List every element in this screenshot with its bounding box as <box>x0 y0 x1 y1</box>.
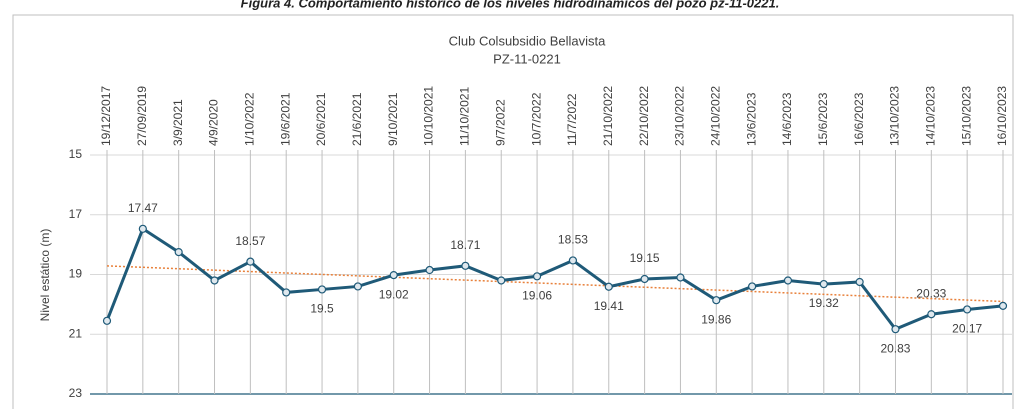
data-point <box>998 301 1008 310</box>
x-tick-label: 24/10/2022 <box>708 86 722 146</box>
data-point <box>927 310 936 319</box>
data-point <box>819 279 828 289</box>
data-point <box>676 273 685 282</box>
data-point <box>282 288 291 297</box>
y-tick-label: 21 <box>69 326 83 340</box>
y-tick-label: 15 <box>69 147 83 161</box>
data-line <box>105 226 1004 332</box>
x-tick-label: 14/10/2023 <box>923 86 937 146</box>
data-label: 19.5 <box>310 302 334 316</box>
x-tick-label: 19/12/2017 <box>99 86 113 146</box>
data-point <box>604 282 613 291</box>
figure-caption: Figura 4. Comportamiento histórico de lo… <box>241 0 780 10</box>
x-tick-label: 15/10/2023 <box>959 86 973 146</box>
y-tick-label: 17 <box>69 207 83 221</box>
data-point <box>532 272 542 281</box>
data-point <box>461 261 470 270</box>
data-point <box>963 305 972 314</box>
x-tick-label: 4/9/2020 <box>207 99 221 146</box>
x-tick-label: 10/7/2022 <box>529 92 543 146</box>
x-tick-label: 27/09/2019 <box>135 86 149 146</box>
data-label: 19.06 <box>522 288 552 302</box>
data-label: 19.32 <box>809 296 839 310</box>
data-label: 19.41 <box>594 299 624 313</box>
chart-border <box>12 14 1014 409</box>
data-point <box>568 256 578 265</box>
data-label: 18.53 <box>558 233 588 247</box>
data-point <box>497 276 506 285</box>
x-tick-label: 11/7/2022 <box>565 93 579 146</box>
x-tick-label: 13/6/2023 <box>744 92 758 146</box>
chart-title: Club Colsubsidio Bellavista <box>449 33 607 48</box>
x-tick-label: 20/6/2021 <box>314 92 328 146</box>
x-tick-label: 9/10/2021 <box>386 92 400 146</box>
data-label: 20.83 <box>880 341 910 355</box>
x-tick-label: 22/10/2022 <box>637 86 651 146</box>
data-label: 20.17 <box>952 322 982 336</box>
data-point <box>353 282 362 291</box>
data-label: 18.57 <box>235 234 265 248</box>
x-tick-label: 15/6/2023 <box>816 92 830 146</box>
data-point <box>174 247 183 257</box>
data-point <box>748 282 757 291</box>
chart-subtitle: PZ-11-0221 <box>493 51 561 66</box>
x-tick-label: 21/10/2022 <box>601 86 615 146</box>
data-point <box>246 257 255 266</box>
data-label: 18.71 <box>450 238 480 252</box>
data-label: 19.15 <box>630 251 660 265</box>
data-point <box>712 296 721 305</box>
y-tick-label: 23 <box>69 386 83 400</box>
x-tick-label: 3/9/2021 <box>171 99 185 146</box>
x-tick-label: 16/10/2023 <box>995 86 1009 146</box>
x-tick-label: 21/6/2021 <box>350 92 364 146</box>
data-label: 19.02 <box>379 287 409 301</box>
y-axis-label: Nivel estático (m) <box>38 229 52 322</box>
x-tick-label: 10/10/2021 <box>422 86 436 146</box>
y-tick-label: 19 <box>69 267 83 281</box>
x-tick-label: 16/6/2023 <box>852 92 866 146</box>
data-point <box>855 277 864 287</box>
data-label: 17.47 <box>128 201 158 215</box>
data-label: 20.33 <box>916 286 946 300</box>
data-point <box>138 224 147 233</box>
x-tick-label: 11/10/2021 <box>458 87 472 146</box>
trendline <box>106 265 1004 303</box>
data-label: 19.86 <box>701 312 731 326</box>
data-point <box>210 276 219 285</box>
data-point <box>783 276 793 285</box>
x-tick-label: 14/6/2023 <box>780 92 794 146</box>
data-point <box>640 274 649 284</box>
x-tick-label: 9/7/2022 <box>493 99 507 146</box>
data-point <box>102 316 112 325</box>
data-point <box>425 265 434 275</box>
data-point <box>891 325 900 334</box>
data-point <box>317 285 327 294</box>
x-tick-label: 13/10/2023 <box>888 86 902 146</box>
x-tick-label: 23/10/2022 <box>673 86 687 146</box>
x-tick-label: 19/6/2021 <box>278 92 292 146</box>
data-point <box>389 270 398 280</box>
x-tick-label: 1/10/2022 <box>243 92 257 146</box>
